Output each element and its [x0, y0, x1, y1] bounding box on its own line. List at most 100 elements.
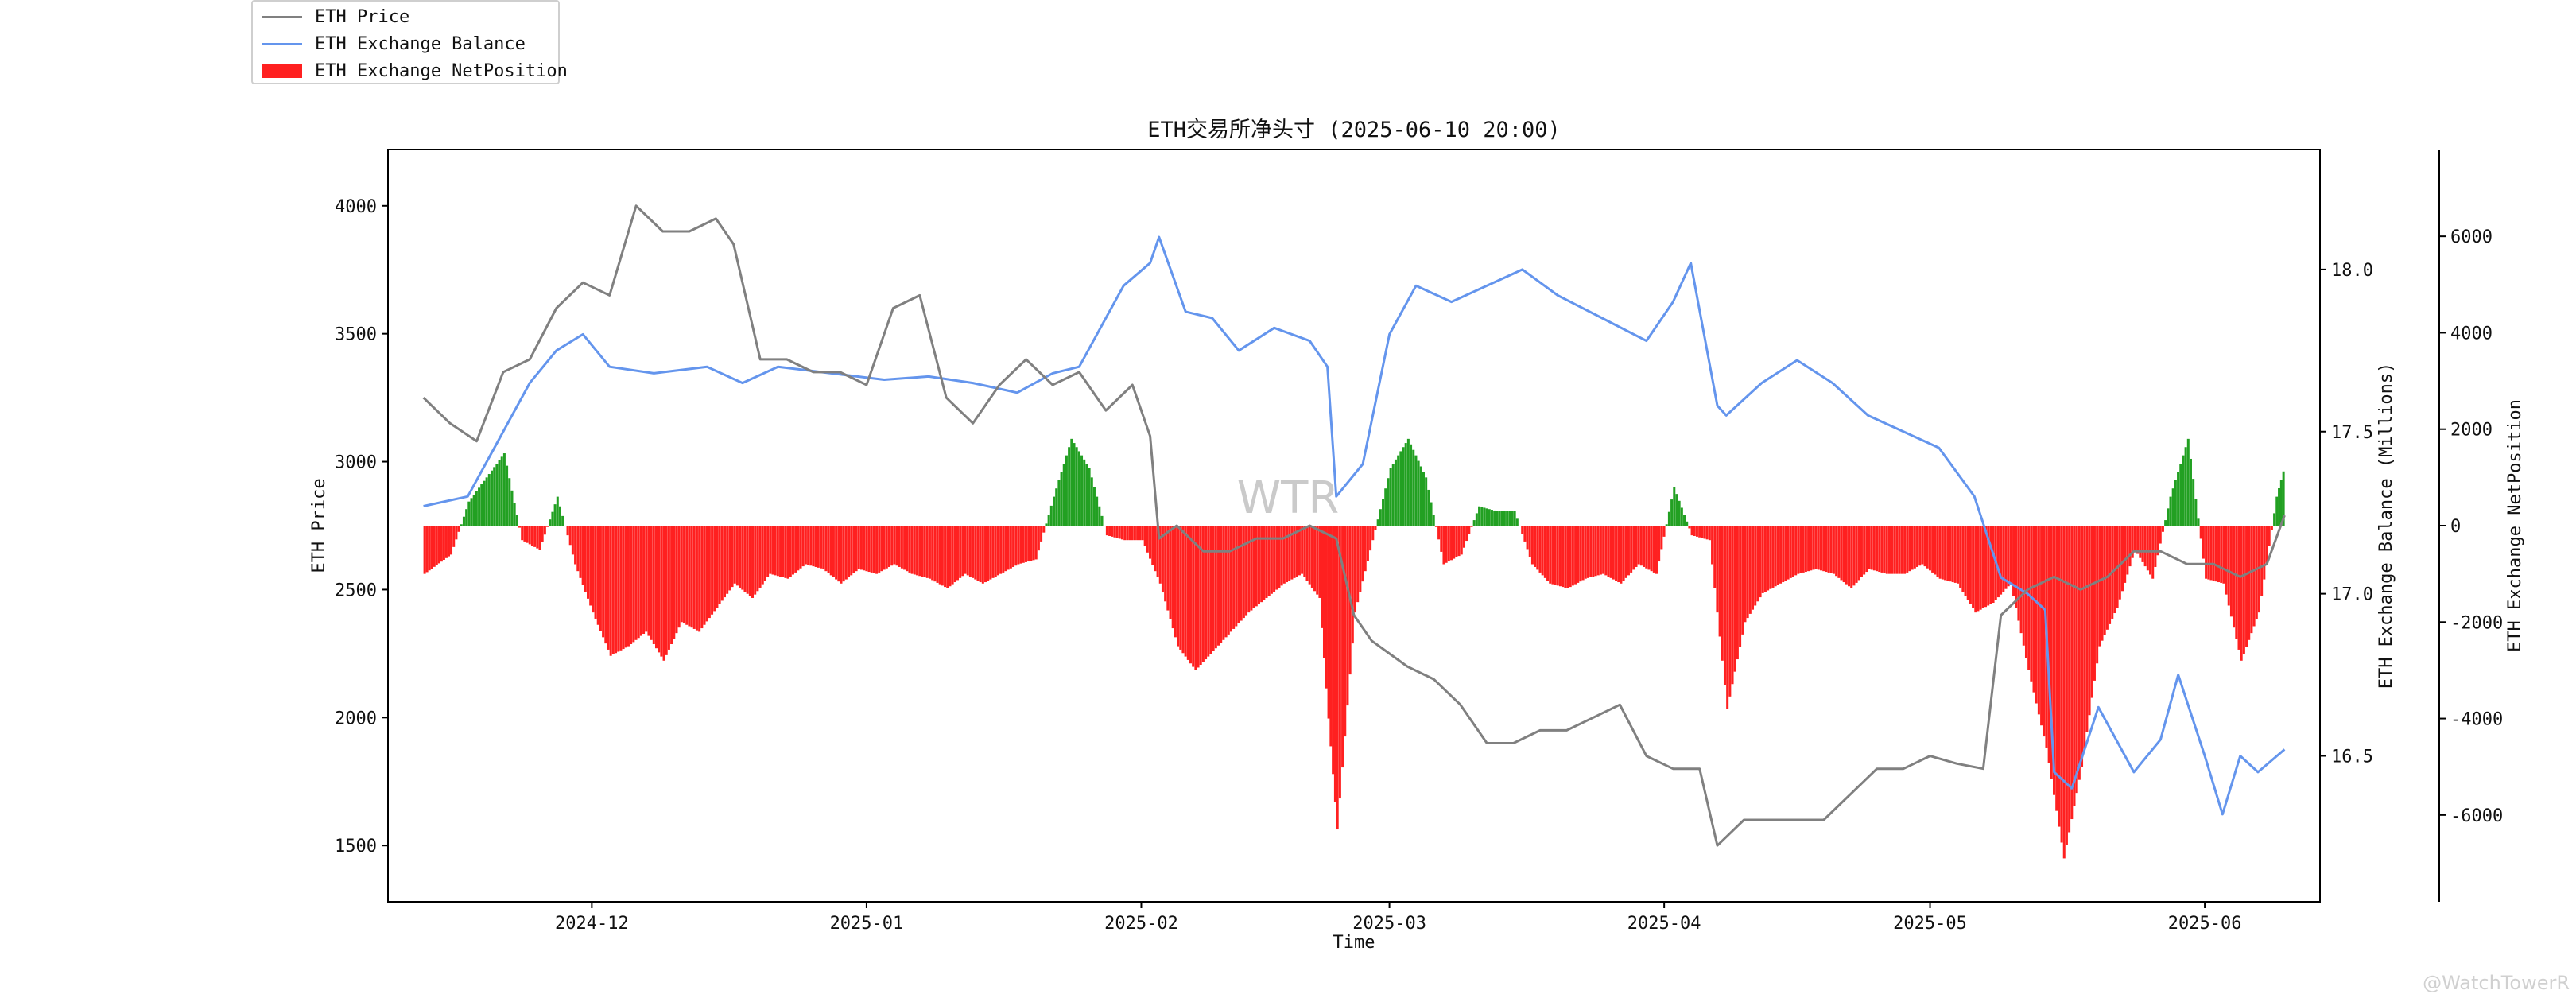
netposition-bar: [1695, 526, 1698, 537]
netposition-bar: [1478, 506, 1481, 526]
netposition-bar: [1245, 526, 1248, 616]
netposition-bar: [2156, 526, 2159, 556]
netposition-bar: [1422, 472, 1425, 526]
netposition-bar: [435, 526, 438, 565]
price-line: [422, 204, 2286, 847]
netposition-bar: [1327, 526, 1330, 719]
netposition-bar: [2179, 464, 2182, 526]
netposition-bar: [2220, 526, 2223, 583]
netposition-bar: [1587, 526, 1590, 578]
x-axis-label: Time: [1333, 933, 1375, 953]
netposition-bar: [2242, 526, 2245, 654]
netposition-bar: [1562, 526, 1565, 588]
netposition-bar: [632, 526, 635, 643]
netposition-bar: [1987, 526, 1990, 606]
netposition-bar: [627, 526, 630, 647]
netposition-bar: [1108, 526, 1111, 536]
netposition-bar: [1513, 511, 1516, 526]
netposition-bar: [581, 526, 584, 585]
netposition-bar: [1301, 526, 1304, 574]
netposition-bar: [1703, 526, 1706, 539]
netposition-bar: [2192, 479, 2195, 526]
netposition-bar: [2065, 526, 2068, 845]
netposition-bar: [1989, 526, 1992, 604]
balance-line: [423, 235, 2286, 816]
netposition-bar: [1100, 515, 1104, 526]
netposition-bar: [1354, 526, 1356, 613]
netposition-bar: [1410, 444, 1413, 526]
netposition-bar: [619, 526, 623, 651]
netposition-bar: [2053, 526, 2056, 795]
netposition-bar: [587, 526, 590, 599]
netposition-bar: [1075, 447, 1078, 526]
netposition-bar: [546, 526, 549, 527]
netposition-bar: [423, 526, 426, 574]
netposition-bar: [1214, 526, 1217, 649]
netposition-bar: [2207, 526, 2210, 580]
netposition-bar: [1260, 526, 1263, 603]
netposition-bar: [794, 526, 797, 573]
netposition-bar: [1158, 526, 1162, 584]
netposition-bar: [827, 526, 830, 573]
netposition-bar: [1105, 526, 1108, 536]
netposition-bar: [1807, 526, 1810, 572]
x-tick-label: 2025-02: [1104, 914, 1178, 934]
netposition-bar: [1232, 526, 1236, 629]
netposition-bar: [1678, 500, 1681, 526]
netposition-bar: [1837, 526, 1841, 578]
netposition-bar: [987, 526, 990, 581]
netposition-bar: [1032, 526, 1035, 561]
netposition-bar: [1789, 526, 1792, 578]
netposition-bar: [617, 526, 620, 652]
netposition-bar: [946, 526, 949, 588]
netposition-bar: [956, 526, 959, 581]
netposition-bar: [1120, 526, 1123, 540]
netposition-bars: [423, 438, 2285, 859]
netposition-bar: [1698, 526, 1701, 538]
netposition-bar: [1690, 526, 1693, 536]
netposition-bar: [1752, 526, 1755, 610]
netposition-bar: [645, 526, 648, 632]
netposition-bar: [425, 526, 429, 573]
netposition-bar: [1959, 526, 1962, 588]
netposition-bar: [634, 526, 638, 640]
y-left-tick-label: 3500: [335, 325, 377, 345]
netposition-bar: [703, 526, 706, 625]
netposition-bar: [1275, 526, 1278, 590]
netposition-bar: [1701, 526, 1704, 538]
netposition-bar: [865, 526, 868, 572]
netposition-bar: [2055, 526, 2058, 811]
netposition-bar: [766, 526, 770, 577]
netposition-bar: [2083, 526, 2086, 750]
legend-label: ETH Exchange NetPosition: [315, 60, 568, 81]
netposition-bar: [1387, 478, 1390, 526]
netposition-bar: [1769, 526, 1772, 589]
netposition-bar: [1979, 526, 1982, 610]
netposition-bar: [1255, 526, 1258, 607]
netposition-bar: [1356, 526, 1360, 603]
netposition-bar: [1149, 526, 1152, 559]
netposition-bar: [1402, 447, 1405, 526]
netposition-bar: [1139, 526, 1142, 541]
netposition-bar: [1009, 526, 1012, 569]
netposition-bar: [1622, 526, 1625, 581]
netposition-bar: [677, 526, 681, 628]
netposition-bar: [2240, 526, 2243, 661]
netposition-bar: [1908, 526, 1911, 572]
netposition-bar: [910, 526, 914, 574]
netposition-bar: [1870, 526, 1873, 570]
netposition-bar: [1820, 526, 1823, 571]
netposition-bar: [1419, 466, 1422, 526]
netposition-bar: [2075, 526, 2078, 794]
netposition-bar: [1592, 526, 1595, 577]
netposition-bar: [543, 526, 546, 535]
netposition-bar: [1630, 526, 1633, 573]
netposition-bar: [1447, 526, 1450, 562]
netposition-bar: [1581, 526, 1585, 581]
netposition-bar: [1161, 526, 1164, 593]
netposition-bar: [1406, 438, 1410, 526]
netposition-bar: [1493, 510, 1496, 526]
netposition-bar: [1564, 526, 1567, 588]
netposition-bar: [1852, 526, 1856, 586]
